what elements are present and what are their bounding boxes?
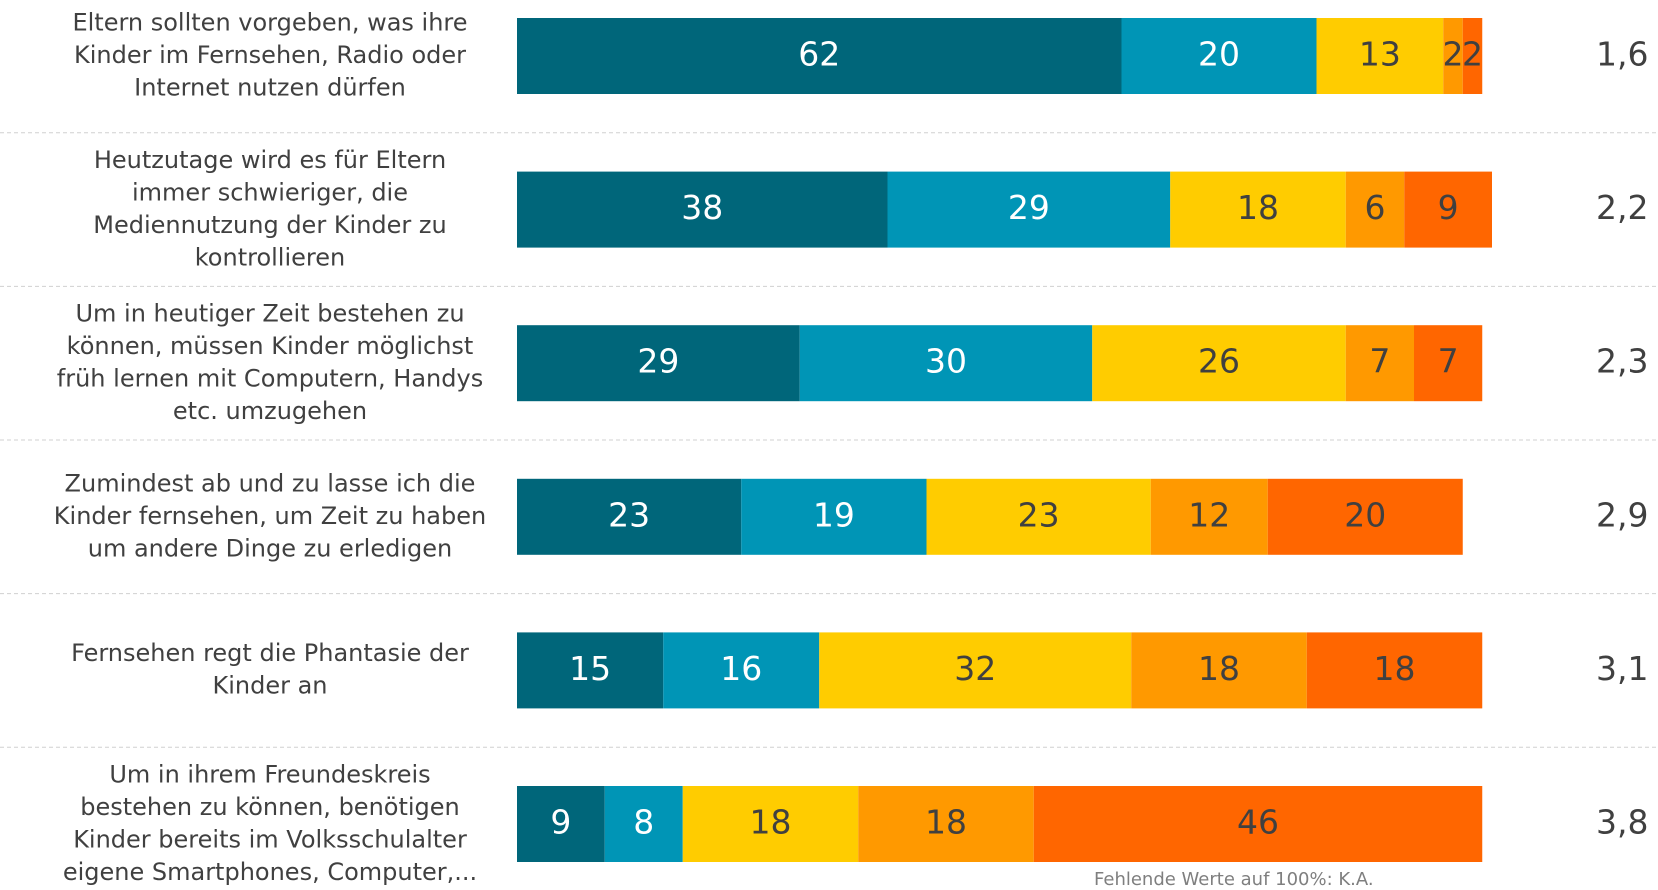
data-label: 9	[1438, 188, 1459, 227]
data-label: 12	[1188, 495, 1230, 534]
data-label: 23	[1018, 495, 1060, 534]
data-label: 18	[1374, 649, 1416, 688]
bar-segment	[1131, 632, 1307, 709]
bar-segment	[1345, 171, 1405, 248]
bar-segment	[663, 632, 820, 709]
category-label: Heutzutage wird es für Eltern	[94, 146, 446, 174]
category-label: etc. umzugehen	[173, 397, 367, 425]
bar-segment	[1404, 171, 1492, 248]
mean-label: 2,9	[1596, 495, 1648, 534]
data-label: 18	[750, 803, 792, 842]
category-label: um andere Dinge zu erledigen	[88, 534, 452, 562]
category-label: Mediennutzung der Kinder zu	[93, 211, 446, 239]
category-label: Kinder bereits im Volksschulalter	[73, 825, 467, 853]
bar-segment	[1092, 325, 1346, 402]
data-label: 32	[954, 649, 996, 688]
data-label: 18	[1237, 188, 1279, 227]
bar-segment	[517, 632, 664, 709]
bar-segment	[741, 478, 927, 555]
data-label: 2	[1443, 35, 1464, 74]
category-label: Zumindest ab und zu lasse ich die	[65, 469, 476, 497]
category-label: Fernsehen regt die Phantasie der	[71, 639, 469, 667]
mean-label: 2,3	[1596, 342, 1648, 381]
data-label: 46	[1237, 803, 1279, 842]
bar-segment	[887, 171, 1171, 248]
bar-segment	[604, 786, 683, 862]
bar-segment	[517, 786, 605, 862]
data-label: 20	[1344, 495, 1386, 534]
category-label: können, müssen Kinder möglichst	[67, 332, 474, 360]
bar-segment	[517, 171, 888, 248]
data-label: 6	[1365, 188, 1386, 227]
bar-segment	[1306, 632, 1483, 709]
mean-label: 3,8	[1596, 803, 1648, 842]
footnote: Fehlende Werte auf 100%: K.A.	[1094, 869, 1374, 890]
bar-segment	[1345, 325, 1414, 402]
category-label: Kinder im Fernsehen, Radio oder	[74, 41, 466, 69]
category-label: eigene Smartphones, Computer,...	[63, 858, 477, 886]
bar-segment	[682, 786, 859, 862]
bar-segment	[1150, 478, 1268, 555]
category-label: Kinder an	[212, 672, 327, 700]
bar-segment	[517, 478, 742, 555]
data-label: 13	[1359, 35, 1401, 74]
bar-segment	[517, 325, 800, 402]
data-label: 26	[1198, 342, 1240, 381]
bar-segment	[819, 632, 1132, 709]
data-label: 23	[608, 495, 650, 534]
data-label: 9	[550, 803, 571, 842]
bar-segment	[1267, 478, 1463, 555]
bar-segment	[926, 478, 1151, 555]
data-label: 7	[1438, 342, 1459, 381]
bar-segment	[1170, 171, 1346, 248]
bar-segment	[1443, 18, 1463, 94]
mean-label: 1,6	[1596, 35, 1648, 74]
data-label: 18	[925, 803, 967, 842]
bar-segment	[858, 786, 1034, 862]
category-label: Internet nutzen dürfen	[134, 74, 406, 102]
data-label: 16	[720, 649, 762, 688]
data-label: 19	[813, 495, 855, 534]
category-label: immer schwieriger, die	[132, 178, 408, 206]
data-label: 29	[1008, 188, 1050, 227]
category-label: früh lernen mit Computern, Handys	[57, 364, 483, 392]
category-label: Um in ihrem Freundeskreis	[109, 760, 430, 788]
category-label: Kinder fernsehen, um Zeit zu haben	[54, 502, 486, 530]
mean-label: 3,1	[1596, 649, 1648, 688]
data-label: 15	[569, 649, 611, 688]
category-label: Eltern sollten vorgeben, was ihre	[72, 9, 467, 37]
data-label: 8	[633, 803, 654, 842]
data-label: 18	[1198, 649, 1240, 688]
category-label: Um in heutiger Zeit bestehen zu	[75, 299, 464, 327]
bar-segment	[517, 18, 1122, 94]
data-label: 20	[1198, 35, 1240, 74]
bar-segment	[1316, 18, 1444, 94]
bar-segment	[1121, 18, 1317, 94]
bar-segment	[1414, 325, 1483, 402]
category-label: kontrollieren	[195, 243, 345, 271]
data-label: 7	[1369, 342, 1390, 381]
data-label: 30	[925, 342, 967, 381]
bar-segment	[1033, 786, 1483, 862]
mean-label: 2,2	[1596, 188, 1648, 227]
data-label: 2	[1462, 35, 1483, 74]
data-label: 62	[798, 35, 840, 74]
category-label: bestehen zu können, benötigen	[80, 793, 460, 821]
bar-segment	[799, 325, 1093, 402]
data-label: 38	[681, 188, 723, 227]
bar-segment	[1462, 18, 1483, 94]
data-label: 29	[637, 342, 679, 381]
